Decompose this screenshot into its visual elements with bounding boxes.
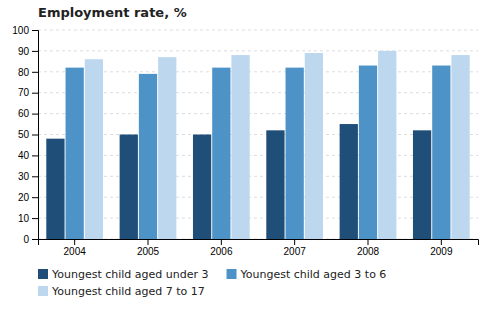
tick-label: 2006 — [210, 246, 233, 257]
legend-item: Youngest child aged 7 to 17 — [38, 285, 205, 298]
grid-line — [38, 176, 478, 177]
grid-line — [38, 113, 478, 114]
tick: 10 — [18, 213, 38, 224]
tick-label: 2009 — [430, 246, 453, 257]
legend: Youngest child aged under 3 Youngest chil… — [38, 268, 386, 298]
grid-line — [38, 134, 478, 135]
tick-label: 100 — [12, 25, 29, 36]
axis-line — [32, 31, 39, 240]
tick-mark — [32, 72, 38, 73]
tick-label: 10 — [18, 213, 30, 224]
tick-mark — [32, 218, 38, 219]
bar — [158, 57, 176, 239]
tick-label: 40 — [18, 150, 30, 161]
bar — [305, 53, 323, 239]
tick-mark — [32, 114, 38, 115]
bar — [413, 130, 431, 239]
tick-mark — [32, 155, 38, 156]
bar — [266, 130, 284, 239]
tick: 90 — [18, 46, 38, 57]
grid-line — [38, 92, 478, 93]
tick-mark — [148, 239, 149, 245]
bar — [451, 55, 469, 239]
tick-label: 2005 — [137, 246, 160, 257]
tick: 80 — [18, 67, 38, 78]
tick-mark — [32, 51, 38, 52]
bar — [212, 68, 230, 239]
series — [85, 51, 470, 239]
legend-label: Youngest child aged 3 to 6 — [240, 268, 387, 281]
axis-line — [39, 240, 479, 246]
legend-swatch — [227, 269, 237, 279]
x-axis: 2004 2005 2006 2007 2008 2009 — [39, 239, 479, 257]
legend-label: Youngest child aged under 3 — [51, 268, 209, 281]
tick-mark — [368, 239, 369, 245]
tick-mark — [32, 197, 38, 198]
bar — [85, 59, 103, 239]
tick-label: 20 — [18, 192, 30, 203]
legend-item: Youngest child aged under 3 — [38, 268, 209, 281]
legend-label: Youngest child aged 7 to 17 — [51, 285, 205, 298]
tick: 2009 — [430, 239, 453, 257]
tick: 2006 — [210, 239, 233, 257]
tick-label: 60 — [18, 108, 30, 119]
bar — [46, 139, 64, 239]
grid-line — [38, 30, 478, 31]
tick-label: 0 — [23, 234, 29, 245]
tick-label: 80 — [18, 67, 30, 78]
bar — [432, 66, 450, 239]
tick-mark — [74, 239, 75, 245]
grid — [38, 30, 478, 239]
tick: 20 — [18, 192, 38, 203]
grid-line — [38, 71, 478, 72]
tick-label: 90 — [18, 46, 30, 57]
tick-mark — [441, 239, 442, 245]
bar — [193, 135, 211, 240]
tick-label: 70 — [18, 87, 30, 98]
bars — [46, 51, 469, 239]
chart: Employment rate, %2004200520062007200820… — [0, 0, 492, 311]
legend-item: Youngest child aged 3 to 6 — [227, 268, 387, 281]
tick: 70 — [18, 87, 38, 98]
legend-swatch — [38, 269, 48, 279]
bar — [286, 68, 304, 239]
bar — [340, 124, 358, 239]
grid-line — [38, 197, 478, 198]
tick-mark — [32, 239, 38, 240]
tick-label: 50 — [18, 129, 30, 140]
grid-line — [38, 50, 478, 51]
bar — [231, 55, 249, 239]
legend-swatch — [38, 286, 48, 296]
tick-mark — [32, 135, 38, 136]
grid-line — [38, 155, 478, 156]
tick-mark — [221, 239, 222, 245]
tick: 2007 — [284, 239, 307, 257]
y-axis: 0 10 20 30 40 50 60 70 80 90 100 — [12, 25, 38, 245]
tick: 40 — [18, 150, 38, 161]
tick: 100 — [12, 25, 38, 36]
tick-label: 2007 — [284, 246, 307, 257]
tick: 60 — [18, 108, 38, 119]
plot: 2004 2005 2006 2007 2008 2009 0 10 20 30 40 50 60 70 8… — [12, 25, 478, 257]
bar — [359, 66, 377, 239]
bar — [139, 74, 157, 239]
tick: 2005 — [137, 239, 160, 257]
bar — [378, 51, 396, 239]
tick: 50 — [18, 129, 38, 140]
tick: 2004 — [64, 239, 87, 257]
grid-line — [38, 218, 478, 219]
tick-mark — [32, 30, 38, 31]
bar — [66, 68, 84, 239]
title: Employment rate, % — [38, 5, 187, 20]
tick: 2008 — [357, 239, 380, 257]
tick-mark — [294, 239, 295, 245]
bar — [120, 135, 138, 240]
tick: 30 — [18, 171, 38, 182]
tick-mark — [32, 93, 38, 94]
tick-mark — [32, 176, 38, 177]
tick-label: 2008 — [357, 246, 380, 257]
tick-label: 2004 — [64, 246, 87, 257]
tick-label: 30 — [18, 171, 30, 182]
tick: 0 — [23, 234, 38, 245]
